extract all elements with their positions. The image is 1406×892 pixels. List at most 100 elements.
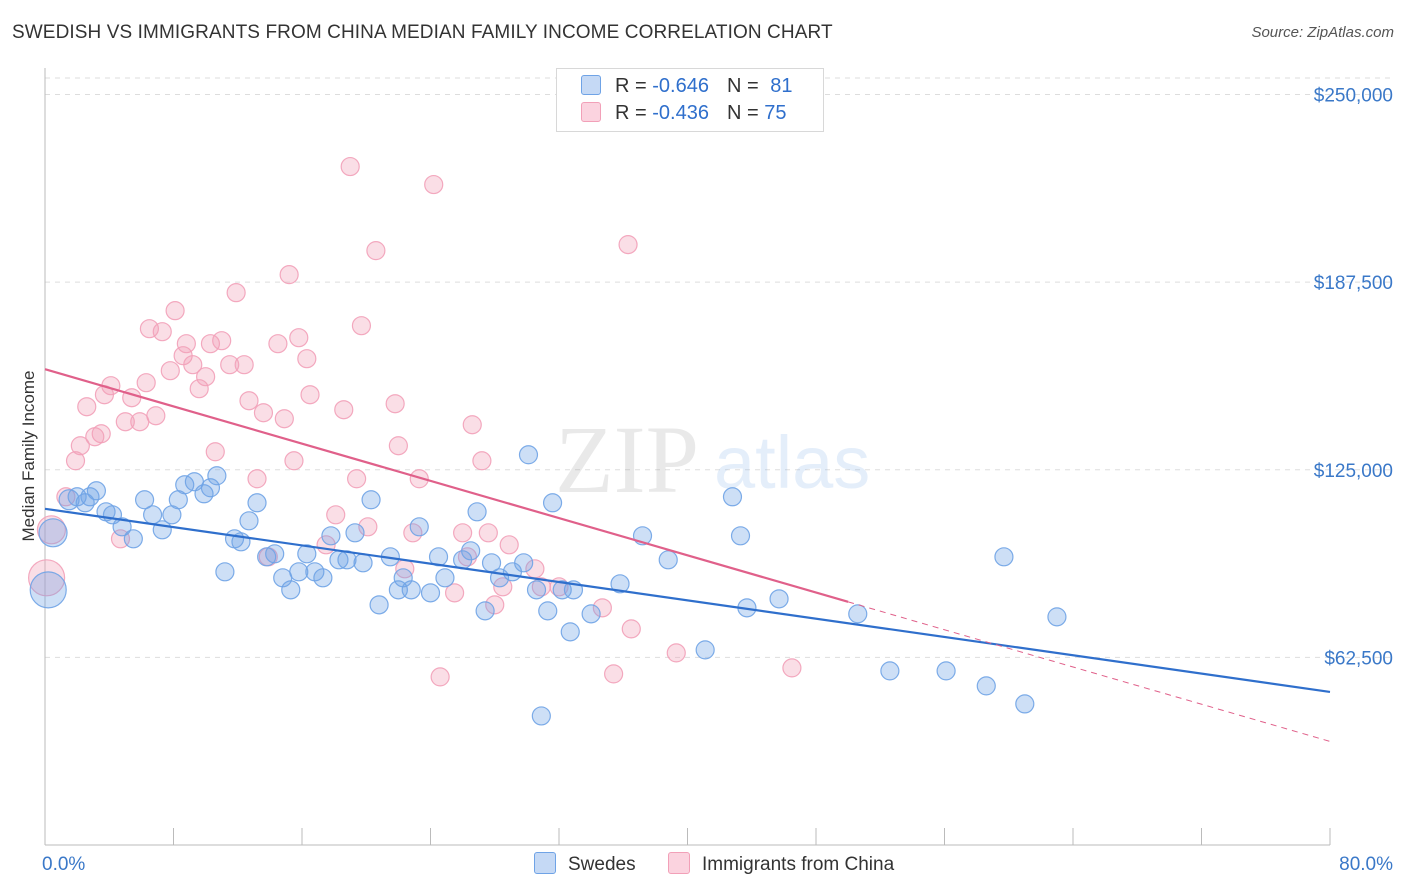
r-label: R = [615, 75, 653, 97]
china-point [478, 523, 498, 543]
china-point [618, 235, 638, 255]
legend-item-swedes[interactable]: Swedes [534, 852, 636, 876]
legend-item-china[interactable]: Immigrants from China [668, 852, 894, 876]
x-tick-label-min: 0.0% [42, 854, 85, 875]
swedes-points [29, 445, 1067, 726]
swedes-point [435, 568, 455, 588]
swedes-point [552, 580, 572, 600]
swedes-point [112, 517, 132, 537]
swedes-point [38, 518, 68, 548]
china-point [115, 412, 135, 432]
china-point [28, 559, 66, 597]
swedes-point [215, 562, 235, 582]
swedes-point [610, 574, 630, 594]
china-point [160, 361, 180, 381]
china-point [253, 403, 274, 423]
swedes-point [321, 526, 341, 546]
watermark-zip: ZIP [555, 406, 699, 513]
china-point [782, 658, 802, 678]
china-point [239, 391, 259, 411]
swedes-point [297, 544, 317, 564]
stats-legend: R = -0.646 N = 81 R = -0.436 N = 75 [556, 68, 824, 132]
swedes-point [730, 526, 751, 546]
y-axis-label: Median Family Income [19, 370, 38, 541]
swedes-point [581, 604, 601, 624]
swedes-point [247, 493, 267, 513]
china-legend-swatch [668, 852, 690, 874]
n-value: 81 [770, 75, 793, 97]
china-point [284, 451, 304, 471]
china-point [472, 451, 492, 471]
swedes-point [313, 568, 333, 588]
china-point [176, 334, 196, 354]
swedes-point [353, 553, 373, 573]
swedes-point [531, 706, 551, 726]
china-point [189, 379, 209, 399]
china-point [274, 409, 294, 429]
swedes-point [281, 580, 301, 600]
swedes-point [239, 511, 259, 531]
watermark-atlas: atlas [714, 421, 870, 504]
china-point [621, 619, 641, 639]
china-point [165, 301, 185, 321]
swedes-point [880, 661, 900, 681]
china-point [36, 515, 67, 545]
china-point [220, 355, 240, 375]
swedes-point [207, 466, 227, 486]
swedes-point [409, 517, 429, 537]
r-value: -0.436 [652, 102, 709, 124]
legend-row-swedes: R = -0.646 N = 81 [581, 75, 792, 99]
swedes-point [123, 529, 143, 549]
y-tick-label: $62,500 [1324, 648, 1393, 669]
y-tick-label: $187,500 [1314, 273, 1393, 294]
n-value: 75 [764, 102, 787, 124]
swedes-point [420, 583, 441, 603]
swedes-point [514, 553, 534, 573]
china-point [334, 400, 354, 420]
china-point [146, 406, 166, 426]
swedes-point [994, 547, 1014, 567]
y-tick-label: $125,000 [1314, 461, 1393, 482]
swedes-point [560, 622, 580, 642]
china-point [604, 664, 624, 684]
y-tick-label: $250,000 [1314, 86, 1393, 107]
swedes-swatch [581, 75, 601, 95]
swedes-point [467, 502, 487, 522]
china-point [91, 424, 111, 444]
swedes-point [361, 490, 381, 510]
china-point [462, 415, 482, 435]
swedes-point [289, 562, 309, 582]
china-point [183, 355, 203, 375]
watermark: ZIP atlas [555, 406, 870, 513]
swedes-point [475, 601, 495, 621]
n-label: N = [726, 75, 765, 97]
legend-label-china: Immigrants from China [702, 854, 895, 875]
swedes-point [722, 487, 743, 507]
china-point [300, 385, 320, 405]
china-points [28, 156, 802, 687]
china-point [200, 334, 221, 354]
swedes-point [1015, 694, 1035, 714]
china-trend-extension [847, 601, 1331, 742]
china-point [347, 469, 367, 489]
swedes-point [976, 676, 996, 696]
swedes-point [29, 571, 67, 609]
china-point [268, 334, 288, 354]
china-point [136, 373, 156, 393]
china-point [297, 349, 317, 369]
china-point [340, 156, 360, 177]
china-point [592, 598, 612, 618]
y-tick-labels: $62,500 $125,000 $187,500 $250,000 [1314, 86, 1393, 670]
swedes-legend-swatch [534, 852, 556, 874]
swedes-point [769, 589, 789, 609]
china-point [444, 583, 465, 603]
china-point [212, 331, 232, 351]
swedes-point [936, 661, 956, 681]
china-point [385, 394, 405, 414]
china-point [152, 322, 172, 342]
china-point [453, 523, 473, 543]
china-point [326, 505, 346, 525]
series-legend: Swedes Immigrants from China [0, 852, 1406, 878]
swedes-point [461, 541, 481, 561]
r-label: R = [615, 102, 653, 124]
